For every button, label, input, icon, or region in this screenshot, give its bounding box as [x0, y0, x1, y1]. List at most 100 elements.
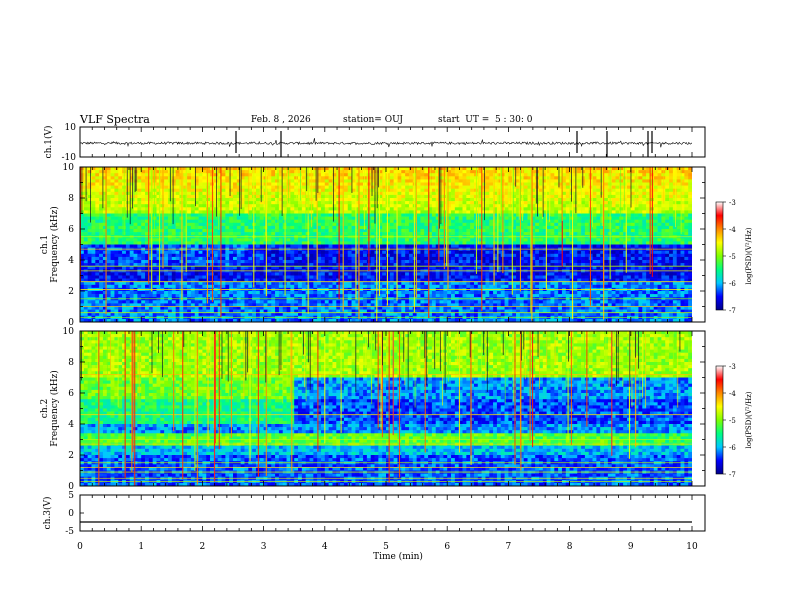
ch1-spectrogram-cell	[363, 225, 368, 230]
ch1-spectrogram-cell	[145, 253, 150, 258]
ch1-spectrogram-cell	[355, 225, 360, 230]
ch1-spectrogram-cell	[355, 256, 360, 261]
ch1-spectrogram-cell	[569, 213, 574, 217]
ch1-spectrogram-cell	[233, 173, 238, 177]
ch1-spectrogram-cell	[516, 260, 521, 264]
ch1-spectrogram-cell	[584, 232, 590, 236]
ch1-spectrogram-cell	[213, 191, 219, 196]
ch1-spectrogram-cell	[454, 244, 459, 248]
ch1-spectrogram-cell	[370, 250, 375, 255]
ch1-spectrogram-cell	[424, 185, 429, 189]
ch1-spectrogram-cell	[278, 207, 284, 211]
ch1-spectrogram-cell	[114, 263, 119, 267]
ch1-spectrogram-cell	[167, 260, 173, 264]
ch1-spectrogram-cell	[615, 170, 620, 174]
ch1-spectrogram-cell	[355, 185, 360, 189]
ch1-spectrogram-cell	[190, 182, 196, 186]
ch1-spectrogram-cell	[122, 244, 127, 248]
ch1-spectrogram-cell	[355, 191, 360, 196]
ch1-spectrogram-cell	[202, 182, 207, 186]
ch1-spectrogram-cell	[202, 191, 207, 196]
ch1-spectrogram-cell	[301, 182, 306, 186]
ch1-spectrogram-cell	[313, 182, 318, 186]
ch1-spectrogram-cell	[225, 256, 230, 261]
ch1-spectrogram-cell	[275, 213, 280, 217]
ch1-spectrogram-cell	[619, 188, 624, 193]
ch1-spectrogram-cell	[672, 185, 678, 189]
ch1-spectrogram-cell	[527, 170, 532, 174]
ch1-spectrogram-cell	[577, 238, 582, 242]
ch1-spectrogram-cell	[206, 222, 211, 227]
ch1-spectrogram-cell	[221, 238, 226, 242]
ch1-spectrogram-cell	[351, 182, 356, 186]
ch1-spectrogram-cell	[190, 176, 196, 180]
ch1-spectrogram-cell	[114, 238, 119, 242]
ch1-spectrogram-cell	[278, 253, 284, 258]
ch1-spectrogram-cell	[554, 222, 559, 227]
ch1-spectrogram-cell	[91, 244, 96, 248]
ch1-spectrogram-cell	[255, 188, 261, 193]
ch1-spectrogram-cell	[240, 253, 245, 258]
ch1-spectrogram-cell	[328, 173, 333, 177]
ch1-spectrogram-cell	[244, 253, 249, 258]
ch1-spectrogram-cell	[408, 232, 414, 236]
ch1-spectrogram-cell	[504, 185, 509, 189]
ch1-spectrogram-cell	[539, 167, 544, 171]
ch1-spectrogram-cell	[386, 167, 391, 171]
ch1-spectrogram-cell	[87, 198, 92, 202]
ch1-spectrogram-cell	[669, 229, 674, 233]
ch1-spectrogram-cell	[363, 232, 368, 236]
ch1-spectrogram-cell	[420, 194, 425, 199]
ch1-spectrogram-cell	[611, 185, 616, 189]
ch1-spectrogram-cell	[301, 260, 306, 264]
ch1-spectrogram-cell	[313, 176, 318, 180]
ch1-spectrogram-cell	[539, 219, 544, 224]
ch1-spectrogram-cell	[363, 194, 368, 199]
ch1-spectrogram-cell	[481, 225, 486, 230]
ch1-spectrogram-cell	[141, 238, 146, 242]
ch1-spectrogram-cell	[558, 256, 563, 261]
ch1-spectrogram-cell	[106, 216, 111, 220]
ch1-spectrogram-cell	[554, 204, 559, 208]
ch1-spectrogram-cell	[114, 225, 119, 230]
ch1-spectrogram-cell	[623, 194, 628, 199]
ch1-spectrogram-cell	[156, 263, 161, 267]
ch1-spectrogram-cell	[653, 194, 658, 199]
ch1-spectrogram-cell	[577, 216, 582, 220]
ch1-spectrogram-cell	[229, 194, 234, 199]
ch1-spectrogram-cell	[516, 232, 521, 236]
ch1-spectrogram-cell	[405, 170, 410, 174]
ch1-spectrogram-cell	[317, 260, 322, 264]
ch1-spectrogram-cell	[294, 260, 299, 264]
ch1-spectrogram-cell	[416, 250, 421, 255]
ch1-spectrogram-cell	[416, 253, 421, 258]
ch1-spectrogram-cell	[359, 188, 364, 193]
ch1-spectrogram-cell	[454, 222, 459, 227]
ch1-spectrogram-cell	[496, 260, 502, 264]
ch1-spectrogram-cell	[439, 201, 444, 205]
ch1-spectrogram-cell	[466, 170, 471, 174]
ch1-spectrogram-cell	[87, 253, 92, 258]
ch1-spectrogram-cell	[233, 250, 238, 255]
ch1-spectrogram-cell	[546, 213, 551, 217]
ch1-spectrogram-cell	[466, 260, 471, 264]
ch1-spectrogram-cell	[523, 173, 528, 177]
ch1-spectrogram-cell	[202, 244, 207, 248]
ch1-spectrogram-cell	[672, 188, 678, 193]
ch1-spectrogram-cell	[95, 260, 100, 264]
ch1-spectrogram-cell	[431, 176, 437, 180]
ch1-spectrogram-cell	[87, 173, 92, 177]
ch1-spectrogram-cell	[638, 204, 643, 208]
ch1-spectrogram-cell	[137, 173, 142, 177]
ch1-spectrogram-cell	[233, 232, 238, 236]
ch1-spectrogram-cell	[145, 213, 150, 217]
ch1-spectrogram-cell	[363, 216, 368, 220]
ch1-spectrogram-cell	[271, 256, 276, 261]
ch1-spectrogram-cell	[565, 256, 570, 261]
ch1-spectrogram-cell	[336, 188, 341, 193]
ch1-spectrogram-cell	[558, 176, 563, 180]
ch1-spectrogram-cell	[233, 201, 238, 205]
ch1-spectrogram-cell	[581, 198, 586, 202]
ch1-spectrogram-cell	[114, 250, 119, 255]
ch1-spectrogram-cell	[642, 241, 647, 245]
